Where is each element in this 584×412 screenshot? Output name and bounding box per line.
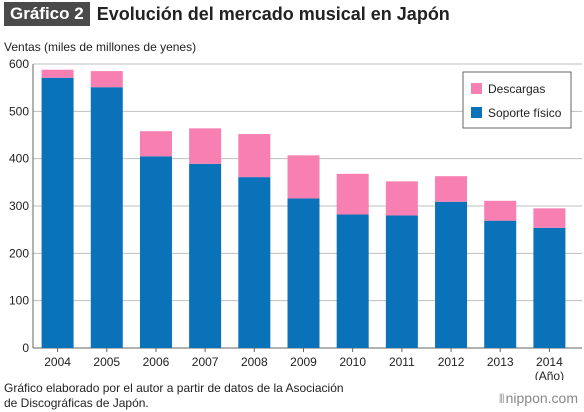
bar-2012-Descargas <box>435 176 468 202</box>
bar-2012-Soporte físico <box>435 201 468 348</box>
bar-2006-Descargas <box>139 131 172 157</box>
bar-2014-Soporte físico <box>533 227 566 348</box>
y-tick-label: 100 <box>9 294 29 308</box>
x-tick-label: 2009 <box>290 355 317 369</box>
y-tick-label: 600 <box>9 57 29 71</box>
bar-2007-Descargas <box>189 128 222 164</box>
bar-2008-Soporte físico <box>238 177 271 348</box>
y-tick-label: 400 <box>9 152 29 166</box>
bar-2009-Soporte físico <box>287 198 320 348</box>
brand-name: nippon.com <box>505 390 578 406</box>
legend-label: Soporte físico <box>488 106 562 120</box>
bar-2010-Soporte físico <box>336 214 369 348</box>
bar-2013-Descargas <box>484 200 517 221</box>
bar-2004-Descargas <box>41 69 74 78</box>
x-tick-label: 2005 <box>93 355 120 369</box>
x-tick-label: 2007 <box>192 355 219 369</box>
bar-2004-Soporte físico <box>41 77 74 348</box>
chart-title: Evolución del mercado musical en Japón <box>96 3 450 24</box>
y-tick-label: 300 <box>9 199 29 213</box>
bar-2009-Descargas <box>287 155 320 199</box>
legend-swatch-Soporte físico <box>471 107 482 118</box>
x-axis-unit: (Año) <box>535 369 564 380</box>
chart-header: Gráfico 2 Evolución del mercado musical … <box>4 2 450 26</box>
bar-2013-Soporte físico <box>484 220 517 348</box>
brand-mark-icon: ||| <box>498 392 505 404</box>
bar-2006-Soporte físico <box>139 156 172 348</box>
legend-label: Descargas <box>488 82 545 96</box>
bar-2011-Soporte físico <box>385 215 418 348</box>
x-tick-label: 2006 <box>143 355 170 369</box>
stacked-bar-chart: 0 100 200 300 400 500 600 2004 2005 2006 2007 2008 2… <box>9 57 582 380</box>
source-note-line-2: de Discográficas de Japón. <box>4 396 149 410</box>
y-tick-label: 200 <box>9 246 29 260</box>
y-axis-label: Ventas (miles de millones de yenes) <box>4 40 197 54</box>
y-tick-label: 500 <box>9 104 29 118</box>
x-tick-label: 2014 <box>536 355 563 369</box>
bar-2014-Descargas <box>533 208 566 228</box>
x-tick-label: 2011 <box>389 355 415 369</box>
bar-2005-Soporte físico <box>90 87 123 349</box>
source-note-line-1: Gráfico elaborado por el autor a partir … <box>4 381 344 395</box>
bar-2010-Descargas <box>336 173 369 215</box>
bar-2011-Descargas <box>385 181 418 216</box>
source-note: Gráfico elaborado por el autor a partir … <box>4 381 344 411</box>
y-tick-label: 0 <box>22 341 29 355</box>
legend-box <box>462 71 572 129</box>
figure-badge: Gráfico 2 <box>4 2 90 26</box>
legend-swatch-Descargas <box>471 83 482 94</box>
bar-2008-Descargas <box>238 134 271 178</box>
brand-logo: ||| nippon.com <box>499 390 578 406</box>
x-tick-label: 2012 <box>438 355 465 369</box>
bar-2007-Soporte físico <box>189 163 222 348</box>
x-tick-label: 2010 <box>339 355 366 369</box>
bar-2005-Descargas <box>90 71 123 88</box>
x-tick-label: 2013 <box>487 355 514 369</box>
x-tick-label: 2008 <box>241 355 268 369</box>
x-tick-label: 2004 <box>44 355 71 369</box>
